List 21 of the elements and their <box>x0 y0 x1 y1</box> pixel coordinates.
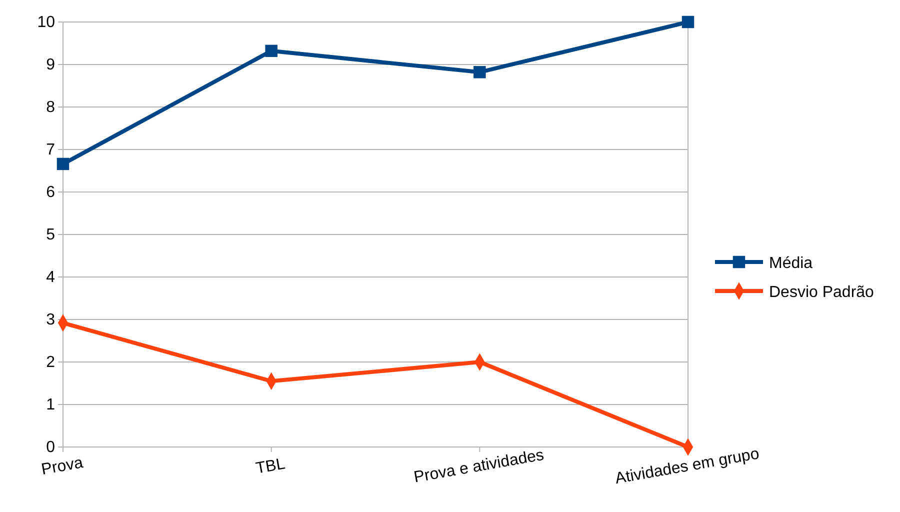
point <box>682 16 694 28</box>
legend-label: Média <box>769 255 813 272</box>
y-tick-label: 3 <box>46 312 56 329</box>
point <box>56 158 70 170</box>
x-tick-label: TBL <box>254 456 287 478</box>
x-tick-label: Prova e atividades <box>412 446 546 486</box>
y-tick-label: 5 <box>46 226 56 244</box>
y-tick-label: 7 <box>46 142 56 159</box>
y-tick-label: 8 <box>46 99 56 116</box>
y-tick-label: 1 <box>46 396 56 414</box>
point <box>265 44 278 58</box>
y-tick-label: 10 <box>37 14 56 32</box>
y-tick-label: 9 <box>46 56 56 74</box>
legend-label: Desvio Padrão <box>769 284 874 301</box>
y-tick-label: 2 <box>46 354 56 372</box>
x-tick-label: Atividades em grupo <box>614 446 761 488</box>
y-tick-label: 6 <box>46 184 56 202</box>
y-tick-label: 0 <box>46 439 56 456</box>
point <box>474 66 486 78</box>
x-tick-label: Prova <box>40 454 84 479</box>
y-tick-label: 4 <box>46 269 56 286</box>
